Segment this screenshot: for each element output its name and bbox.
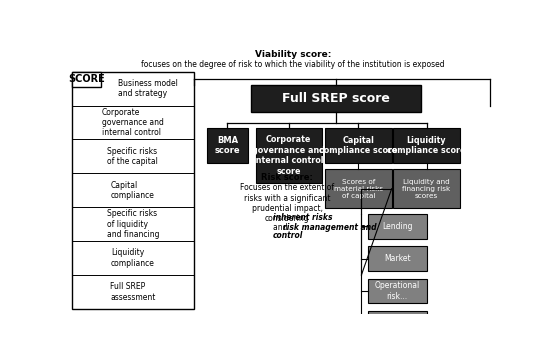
Bar [207,128,248,163]
Text: Market: Market [384,254,410,263]
Text: and: and [273,222,290,232]
Text: focuses on the degree of risk to which the viability of the institution is expos: focuses on the degree of risk to which t… [141,60,445,69]
Text: Business model
and strategy: Business model and strategy [118,79,178,98]
Bar [256,128,322,183]
Bar [325,128,392,163]
Text: Specific risks
of liquidity
and financing: Specific risks of liquidity and financin… [106,209,159,239]
Bar [393,169,460,208]
Text: Liquidity
compliance: Liquidity compliance [111,248,155,268]
Text: risk management and: risk management and [283,222,377,232]
Bar [72,72,194,309]
Text: Full SREP score: Full SREP score [282,92,390,105]
Text: Risk score:: Risk score: [261,173,313,182]
Text: Scores of
material risks
of capital: Scores of material risks of capital [334,179,383,199]
Text: Liquidity and
financing risk
scores: Liquidity and financing risk scores [402,179,450,199]
Bar [368,214,426,239]
Text: Full SREP
assessment: Full SREP assessment [110,282,156,301]
Text: Viability score:: Viability score: [255,50,332,59]
Bar [72,72,101,87]
Text: Lending: Lending [382,222,412,231]
Text: Bank book
interest risk: Bank book interest risk [374,314,420,333]
Text: Corporate
governance and
internal control: Corporate governance and internal contro… [102,108,164,137]
Text: control: control [273,231,304,240]
Text: Operational
risk...: Operational risk... [374,281,420,301]
Text: Liquidity
compliance score: Liquidity compliance score [387,136,466,155]
Text: SCORE: SCORE [68,74,105,84]
Text: inherent risks: inherent risks [273,213,333,222]
Bar [325,169,392,208]
Bar [368,279,426,303]
Bar [368,246,426,271]
Text: Focuses on the extent of
risks with a significant
prudential impact,
considering: Focuses on the extent of risks with a si… [240,183,334,223]
Text: Specific risks
of the capital: Specific risks of the capital [107,146,158,166]
Text: Capital
compliance: Capital compliance [111,180,155,200]
Text: Capital
compliance score: Capital compliance score [319,136,398,155]
Text: Corporate
governance and
internal control
score: Corporate governance and internal contro… [252,136,325,176]
Bar [250,85,421,112]
Text: BMA
score: BMA score [215,136,240,155]
Bar [393,128,460,163]
Bar [368,311,426,336]
